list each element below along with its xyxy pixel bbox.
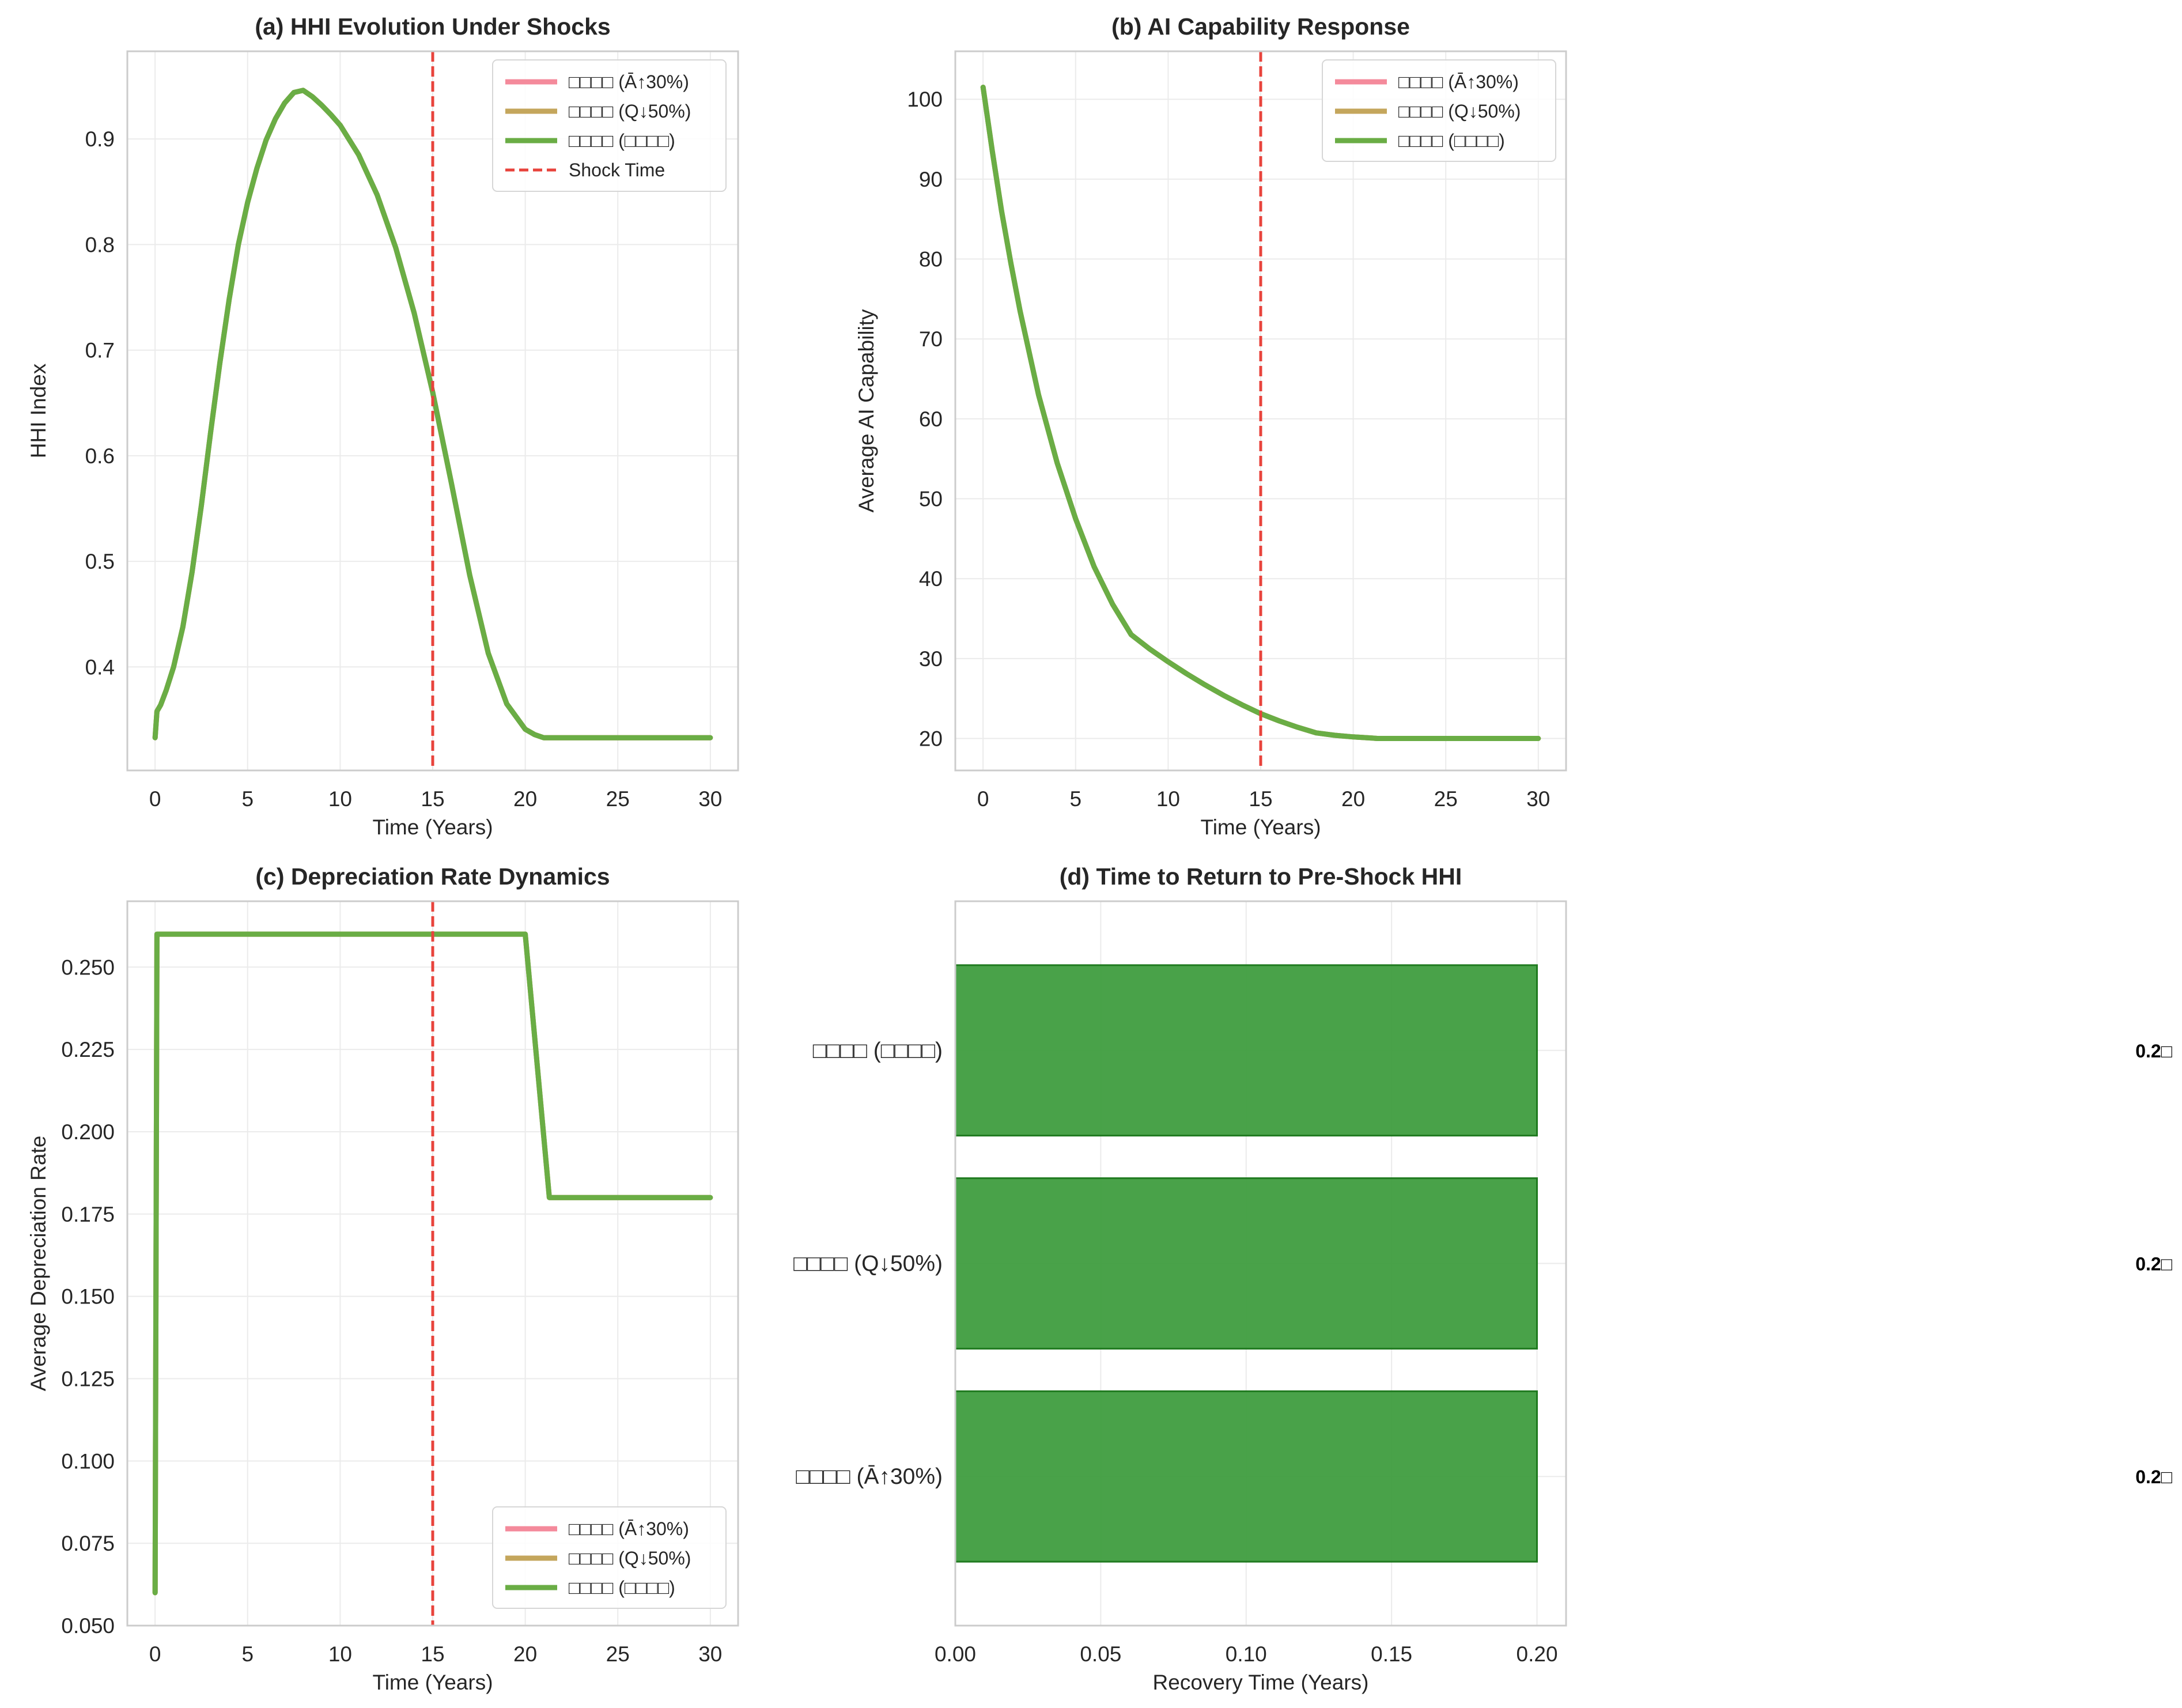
y-tick-label: 0.075: [61, 1532, 115, 1555]
y-tick-label: 90: [919, 168, 943, 191]
x-tick-label: 0: [977, 787, 989, 811]
x-tick-label: 30: [1526, 787, 1550, 811]
chart-a: 0 5 10 15 20 25 30 0.4 0.5 0.6 0.7 0.8 0.9 (a) HHI Ev…: [27, 13, 738, 839]
y-tick-label: 0.200: [61, 1120, 115, 1144]
x-tick-label: 15: [421, 1642, 444, 1666]
y-tick-label: 40: [919, 567, 943, 591]
x-tick-label: 0.00: [935, 1642, 976, 1666]
y-tick-label: 0.150: [61, 1285, 115, 1309]
bar-value-label-1: 0.2□: [2135, 1467, 2172, 1487]
x-tick-label: 20: [513, 1642, 537, 1666]
legend-label-1: □□□□ (Ā↑30%): [1398, 71, 1519, 92]
y-tick-label: 0.125: [61, 1367, 115, 1390]
y-axis-label: Average Depreciation Rate: [27, 1136, 50, 1392]
y-tick-label: 0.225: [61, 1038, 115, 1061]
x-tick-label: 0: [149, 1642, 161, 1666]
chart-b: 0 5 10 15 20 25 30 20 30 40 50 60 70 80 90 100 (b) AI Ca…: [854, 13, 1566, 839]
x-axis-label: Time (Years): [1200, 815, 1321, 839]
x-tick-label: 10: [328, 1642, 352, 1666]
figure: 0 5 10 15 20 25 30 0.4 0.5 0.6 0.7 0.8 0.9 (a) HHI Ev…: [0, 0, 2182, 1708]
legend: □□□□ (Ā↑30%) □□□□ (Q↓50%) □□□□ (□□□□): [1322, 60, 1556, 161]
legend-label-2: □□□□ (Q↓50%): [569, 1548, 691, 1569]
x-tick-label: 30: [698, 1642, 722, 1666]
y-tick-label: 0.6: [85, 444, 115, 468]
bar-1: [955, 1391, 1537, 1562]
x-tick-label: 5: [241, 787, 254, 811]
y-tick-label: 0.8: [85, 233, 115, 256]
y-tick-label: 70: [919, 327, 943, 351]
category-label-2: □□□□ (Q↓50%): [793, 1252, 943, 1276]
x-tick-label: 20: [1341, 787, 1365, 811]
x-tick-label: 10: [1156, 787, 1180, 811]
x-tick-label: 0.10: [1226, 1642, 1267, 1666]
legend-label-3: □□□□ (□□□□): [569, 130, 675, 151]
x-axis-label: Recovery Time (Years): [1153, 1671, 1369, 1694]
y-tick-label: 0.7: [85, 339, 115, 362]
y-tick-label: 60: [919, 407, 943, 431]
y-tick-label: 80: [919, 248, 943, 271]
x-tick-label: 10: [328, 787, 352, 811]
chart-title: (a) HHI Evolution Under Shocks: [255, 13, 610, 40]
x-axis-label: Time (Years): [372, 1671, 493, 1694]
chart-title: (c) Depreciation Rate Dynamics: [255, 863, 610, 890]
x-tick-label: 0.05: [1080, 1642, 1121, 1666]
y-tick-label: 0.4: [85, 655, 115, 679]
legend: □□□□ (Ā↑30%) □□□□ (Q↓50%) □□□□ (□□□□): [493, 1507, 726, 1608]
bar-value-label-2: 0.2□: [2135, 1254, 2172, 1275]
chart-title: (d) Time to Return to Pre-Shock HHI: [1060, 863, 1462, 890]
y-tick-label: 0.5: [85, 550, 115, 573]
y-tick-label: 100: [907, 88, 943, 111]
y-tick-label: 30: [919, 647, 943, 671]
legend-label-3: □□□□ (□□□□): [1398, 130, 1505, 151]
y-tick-label: 0.9: [85, 127, 115, 151]
y-tick-label: 0.175: [61, 1203, 115, 1226]
x-tick-label: 15: [1249, 787, 1272, 811]
chart-title: (b) AI Capability Response: [1111, 13, 1410, 40]
bar-2: [955, 1178, 1537, 1349]
x-tick-label: 25: [1434, 787, 1458, 811]
bar-3: [955, 965, 1537, 1136]
y-tick-label: 0.050: [61, 1614, 115, 1638]
y-axis-label: Average AI Capability: [854, 309, 878, 513]
x-tick-label: 0.15: [1371, 1642, 1412, 1666]
legend-label-2: □□□□ (Q↓50%): [1398, 101, 1521, 122]
x-tick-label: 30: [698, 787, 722, 811]
x-tick-label: 15: [421, 787, 444, 811]
chart-c: 0 5 10 15 20 25 30 0.050 0.075 0.100 0.125 0.150 0.1…: [27, 863, 738, 1694]
x-tick-label: 20: [513, 787, 537, 811]
x-tick-label: 25: [606, 787, 630, 811]
category-label-3: □□□□ (□□□□): [813, 1038, 943, 1063]
y-tick-label: 0.250: [61, 955, 115, 979]
legend: □□□□ (Ā↑30%) □□□□ (Q↓50%) □□□□ (□□□□) Shock…: [493, 60, 726, 191]
x-tick-label: 5: [1069, 787, 1081, 811]
x-tick-label: 25: [606, 1642, 630, 1666]
legend-label-1: □□□□ (Ā↑30%): [569, 1518, 689, 1539]
x-tick-label: 0: [149, 787, 161, 811]
x-axis-label: Time (Years): [372, 815, 493, 839]
bar-value-label-3: 0.2□: [2135, 1041, 2172, 1061]
legend-label-2: □□□□ (Q↓50%): [569, 101, 691, 122]
y-tick-label: 20: [919, 727, 943, 751]
x-tick-label: 0.20: [1517, 1642, 1558, 1666]
legend-label-3: □□□□ (□□□□): [569, 1577, 675, 1598]
legend-label-1: □□□□ (Ā↑30%): [569, 71, 689, 92]
legend-label-4: Shock Time: [569, 160, 665, 180]
y-tick-label: 0.100: [61, 1449, 115, 1473]
chart-d: 0.2□ □□□□ (Ā↑30%) 0.2□ □□□□ (Q↓50%) 0.2□ □□□□…: [793, 863, 2173, 1694]
x-tick-label: 5: [241, 1642, 254, 1666]
category-label-1: □□□□ (Ā↑30%): [796, 1464, 943, 1489]
y-tick-label: 50: [919, 488, 943, 511]
y-axis-label: HHI Index: [27, 363, 50, 458]
